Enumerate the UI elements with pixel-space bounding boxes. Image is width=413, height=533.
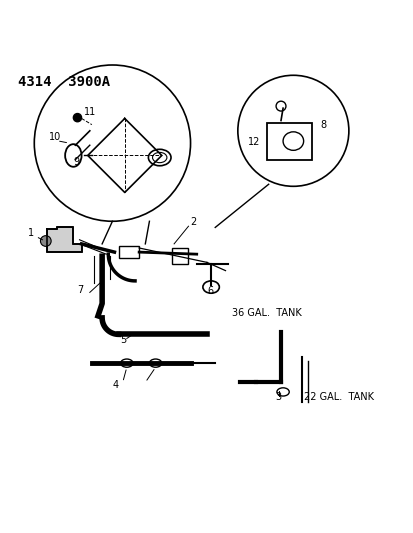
Text: 5: 5 (120, 335, 127, 344)
Text: 6: 6 (206, 286, 213, 296)
Text: 7: 7 (77, 285, 83, 295)
Text: 36 GAL.  TANK: 36 GAL. TANK (231, 308, 301, 318)
Text: 3: 3 (274, 392, 280, 402)
Text: 1: 1 (28, 229, 34, 238)
Circle shape (73, 114, 81, 122)
Text: 4314  3900A: 4314 3900A (18, 75, 110, 90)
Text: 22 GAL.  TANK: 22 GAL. TANK (303, 392, 373, 402)
Text: 11: 11 (83, 107, 96, 117)
Text: 8: 8 (319, 120, 325, 130)
Polygon shape (47, 228, 81, 252)
Text: 4: 4 (112, 380, 118, 390)
Circle shape (40, 236, 51, 246)
Text: 10: 10 (49, 132, 61, 142)
Text: 9: 9 (73, 157, 79, 166)
Text: 12: 12 (247, 137, 260, 147)
Text: 2: 2 (190, 217, 196, 228)
